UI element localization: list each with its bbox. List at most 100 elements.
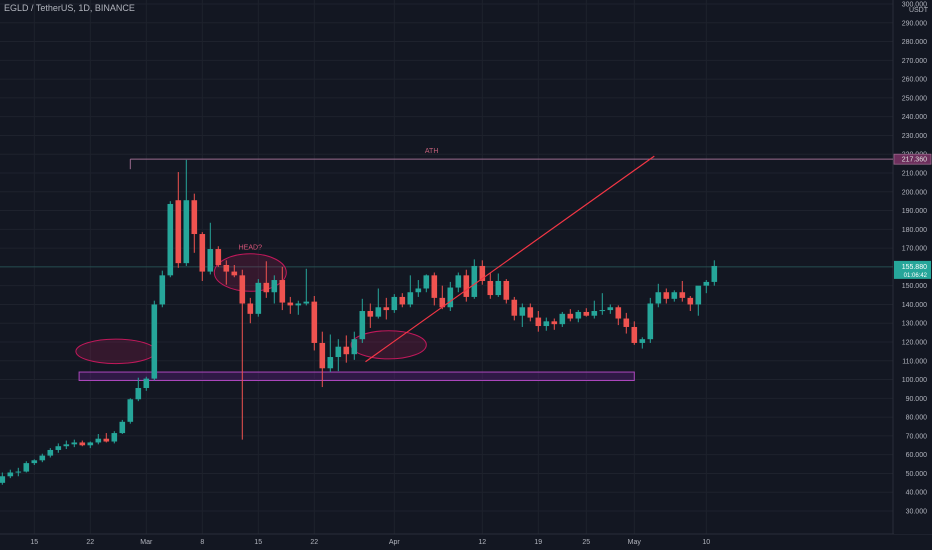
candle-body[interactable] bbox=[295, 303, 302, 306]
candle-body[interactable] bbox=[39, 455, 46, 461]
candle-body[interactable] bbox=[367, 311, 374, 317]
annotation-ellipse-1[interactable] bbox=[75, 338, 157, 365]
candle-body[interactable] bbox=[159, 275, 166, 305]
candle-body[interactable] bbox=[583, 311, 590, 316]
candle-body[interactable] bbox=[23, 463, 30, 472]
candle-body[interactable] bbox=[55, 446, 62, 450]
candle-body[interactable] bbox=[263, 282, 270, 293]
candle-body[interactable] bbox=[687, 297, 694, 305]
candle-body[interactable] bbox=[639, 339, 646, 343]
candle-body[interactable] bbox=[647, 303, 654, 340]
candle-body[interactable] bbox=[623, 318, 630, 327]
candle-body[interactable] bbox=[335, 346, 342, 358]
candle-body[interactable] bbox=[423, 275, 430, 289]
candle-body[interactable] bbox=[543, 321, 550, 327]
candle-body[interactable] bbox=[503, 280, 510, 300]
candle-body[interactable] bbox=[287, 302, 294, 306]
candle-body[interactable] bbox=[399, 296, 406, 305]
candle-body[interactable] bbox=[527, 307, 534, 318]
candle-body[interactable] bbox=[103, 438, 110, 442]
candle-body[interactable] bbox=[407, 292, 414, 305]
annotation-ellipse-2[interactable] bbox=[213, 253, 287, 292]
candle-body[interactable] bbox=[615, 307, 622, 319]
candle-body[interactable] bbox=[15, 471, 22, 473]
candle-body[interactable] bbox=[7, 472, 14, 477]
candle-body[interactable] bbox=[559, 313, 566, 325]
ath-price-tag[interactable] bbox=[893, 153, 932, 165]
symbol-legend[interactable]: EGLD / TetherUS, 1D, BINANCE bbox=[4, 3, 135, 13]
candle-body[interactable] bbox=[71, 442, 78, 445]
candle-body[interactable] bbox=[431, 275, 438, 298]
candle-body[interactable] bbox=[231, 271, 238, 276]
candle-body[interactable] bbox=[127, 399, 134, 422]
candle-body[interactable] bbox=[711, 265, 718, 282]
candle-body[interactable] bbox=[151, 304, 158, 379]
candle-body[interactable] bbox=[0, 476, 6, 483]
candle-body[interactable] bbox=[351, 339, 358, 355]
candle-body[interactable] bbox=[695, 285, 702, 305]
candle-body[interactable] bbox=[511, 299, 518, 316]
candle-body[interactable] bbox=[199, 234, 206, 272]
candle-body[interactable] bbox=[703, 281, 710, 286]
candle-body[interactable] bbox=[279, 280, 286, 303]
candle-body[interactable] bbox=[359, 311, 366, 340]
candle-body[interactable] bbox=[223, 265, 230, 272]
candle-body[interactable] bbox=[207, 249, 214, 272]
candle-body[interactable] bbox=[607, 307, 614, 311]
candle-body[interactable] bbox=[535, 317, 542, 327]
candle-body[interactable] bbox=[383, 307, 390, 311]
candle-body[interactable] bbox=[343, 346, 350, 355]
candle-body[interactable] bbox=[175, 200, 182, 264]
candle-body[interactable] bbox=[551, 321, 558, 325]
current-price-tag[interactable] bbox=[894, 260, 931, 279]
candle-body[interactable] bbox=[303, 301, 310, 304]
candle-body[interactable] bbox=[311, 301, 318, 343]
candle-body[interactable] bbox=[463, 275, 470, 297]
candle-body[interactable] bbox=[143, 378, 150, 389]
candle-body[interactable] bbox=[31, 460, 38, 464]
candle-body[interactable] bbox=[575, 311, 582, 319]
candle-body[interactable] bbox=[671, 292, 678, 299]
candle-body[interactable] bbox=[415, 288, 422, 293]
candle-body[interactable] bbox=[119, 421, 126, 434]
support-zone[interactable] bbox=[78, 371, 635, 381]
candle-body[interactable] bbox=[167, 203, 174, 276]
candle-body[interactable] bbox=[679, 292, 686, 298]
candle-body[interactable] bbox=[663, 292, 670, 299]
candle-body[interactable] bbox=[271, 280, 278, 293]
candle-body[interactable] bbox=[255, 282, 262, 314]
candle-body[interactable] bbox=[63, 444, 70, 447]
candle-body[interactable] bbox=[247, 303, 254, 314]
candle-body[interactable] bbox=[135, 388, 142, 400]
candle-body[interactable] bbox=[375, 307, 382, 317]
candle-body[interactable] bbox=[631, 326, 638, 343]
candle-body[interactable] bbox=[87, 442, 94, 446]
candle-body[interactable] bbox=[487, 280, 494, 296]
candle-body[interactable] bbox=[191, 200, 198, 235]
candle-body[interactable] bbox=[183, 200, 190, 264]
candle-body[interactable] bbox=[239, 275, 246, 304]
candle-body[interactable] bbox=[495, 280, 502, 296]
candle-body[interactable] bbox=[591, 311, 598, 316]
candle-body[interactable] bbox=[479, 265, 486, 281]
candle-body[interactable] bbox=[215, 249, 222, 266]
candle-body[interactable] bbox=[439, 297, 446, 308]
candle-body[interactable] bbox=[391, 296, 398, 311]
trendline[interactable] bbox=[365, 155, 655, 363]
candle-body[interactable] bbox=[455, 275, 462, 288]
candle-body[interactable] bbox=[519, 307, 526, 316]
candle-body[interactable] bbox=[111, 433, 118, 442]
candle-body[interactable] bbox=[599, 310, 606, 312]
ath-label[interactable]: ATH bbox=[425, 148, 438, 155]
head-label[interactable]: HEAD? bbox=[239, 245, 262, 252]
candle-body[interactable] bbox=[79, 442, 86, 446]
candle-body[interactable] bbox=[319, 342, 326, 369]
candle-body[interactable] bbox=[95, 438, 102, 443]
candle-body[interactable] bbox=[655, 292, 662, 304]
candle-body[interactable] bbox=[327, 357, 334, 369]
candle-body[interactable] bbox=[471, 265, 478, 297]
candle-body[interactable] bbox=[447, 287, 454, 308]
candle-body[interactable] bbox=[47, 449, 54, 456]
candle-body[interactable] bbox=[567, 313, 574, 319]
